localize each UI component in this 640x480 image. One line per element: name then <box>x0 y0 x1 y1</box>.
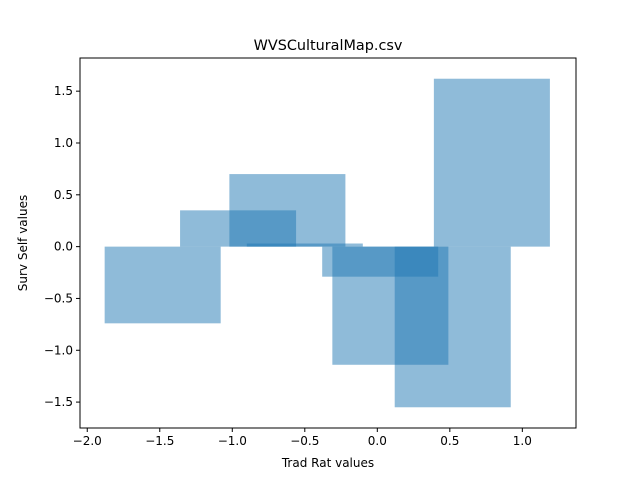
y-axis-label: Surv Self values <box>16 195 30 291</box>
x-tick-label: −0.5 <box>290 434 319 448</box>
bar-3 <box>229 174 346 247</box>
bars-group <box>104 78 550 408</box>
bar-0 <box>104 246 221 324</box>
x-tick-label: 0.0 <box>368 434 387 448</box>
x-tick-label: −1.5 <box>145 434 174 448</box>
x-tick-label: 0.5 <box>440 434 459 448</box>
x-tick-label: −2.0 <box>73 434 102 448</box>
bar-6 <box>433 78 550 247</box>
x-tick-label: 1.0 <box>513 434 532 448</box>
y-tick-label: −0.5 <box>44 291 73 305</box>
y-tick-label: 0.0 <box>54 240 73 254</box>
y-tick-label: 0.5 <box>54 188 73 202</box>
y-tick-label: −1.5 <box>44 395 73 409</box>
y-tick-label: 1.0 <box>54 136 73 150</box>
x-axis-label: Trad Rat values <box>281 456 374 470</box>
x-tick-label: −1.0 <box>218 434 247 448</box>
y-axis-ticks: −1.5 −1.0 −0.5 0.0 0.5 1.0 1.5 <box>44 84 80 409</box>
y-tick-label: −1.0 <box>44 343 73 357</box>
chart-title: WVSCulturalMap.csv <box>254 38 403 54</box>
x-axis-ticks: −2.0 −1.5 −1.0 −0.5 0.0 0.5 1.0 <box>73 428 532 448</box>
plot-frame <box>79 57 577 429</box>
bar-7 <box>394 246 511 408</box>
y-tick-label: 1.5 <box>54 84 73 98</box>
